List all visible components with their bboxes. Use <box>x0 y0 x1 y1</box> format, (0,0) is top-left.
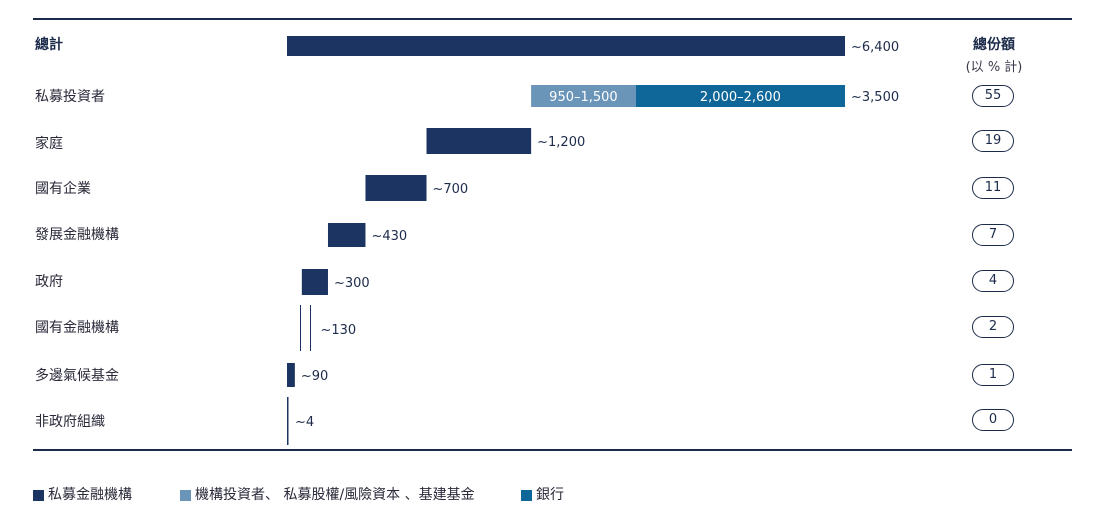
bar-total <box>287 36 845 56</box>
share-pill-state-enterprises: 11 <box>972 177 1014 199</box>
share-pill-ngo: 0 <box>972 409 1014 431</box>
bar-6 <box>287 363 295 387</box>
bottom-rule <box>33 449 1072 451</box>
row-label-private-investors: 私募投資者 <box>35 89 105 105</box>
row-label-ngo: 非政府組織 <box>35 414 105 430</box>
legend-swatch-banks <box>521 489 532 501</box>
share-column-subtitle: (以 % 計) <box>965 60 1023 75</box>
bar-1 <box>426 128 532 154</box>
legend-item-banks: 銀行 <box>521 487 564 503</box>
share-pill-government: 4 <box>972 270 1014 292</box>
legend-label-banks: 銀行 <box>536 487 564 503</box>
row-label-households: 家庭 <box>35 136 63 152</box>
data-label-2: ~700 <box>433 182 469 197</box>
total-label: 總計 <box>35 37 63 53</box>
legend-item-private-financial: 私募金融機構 <box>33 487 132 503</box>
share-pill-households: 19 <box>972 130 1014 152</box>
bar-segment-0-1 <box>635 85 845 107</box>
share-pill-development-finance: 7 <box>972 224 1014 246</box>
legend-label-private-financial: 私募金融機構 <box>48 487 132 503</box>
row-label-government: 政府 <box>35 274 63 290</box>
share-pill-state-financial: 2 <box>972 316 1014 338</box>
legend-swatch-institutional <box>180 489 191 501</box>
legend-item-institutional: 機構投資者、 私募股權/風險資本 、基建基金 <box>180 487 475 503</box>
share-pill-private-investors: 55 <box>972 85 1014 107</box>
bar-2 <box>365 175 427 201</box>
row-label-multilateral-climate-funds: 多邊氣候基金 <box>35 368 119 384</box>
row-label-state-financial: 國有金融機構 <box>35 320 119 336</box>
data-label-3: ~430 <box>371 229 407 244</box>
data-label-4: ~300 <box>334 276 370 291</box>
data-label-total: ~6,400 <box>851 40 899 55</box>
data-label-5: ~130 <box>320 323 356 338</box>
segment-label-0-0: 950–1,500 <box>549 90 618 105</box>
data-label-7: ~4 <box>295 415 314 430</box>
top-rule <box>33 18 1072 20</box>
bar-segment-0-0 <box>531 85 636 107</box>
row-label-development-finance: 發展金融機構 <box>35 227 119 243</box>
data-label-6: ~90 <box>301 369 328 384</box>
share-column-title: 總份額 <box>973 37 1015 53</box>
bar-4 <box>301 269 328 295</box>
bar-7 <box>287 397 289 445</box>
data-label-0: ~3,500 <box>851 90 899 105</box>
row-label-state-enterprises: 國有企業 <box>35 181 91 197</box>
bar-3 <box>327 223 366 247</box>
legend-swatch-private-financial <box>33 489 44 501</box>
share-pill-multilateral-climate-funds: 1 <box>972 364 1014 386</box>
segment-label-0-1: 2,000–2,600 <box>700 90 781 105</box>
legend-label-institutional: 機構投資者、 私募股權/風險資本 、基建基金 <box>195 487 475 503</box>
data-label-1: ~1,200 <box>537 135 585 150</box>
